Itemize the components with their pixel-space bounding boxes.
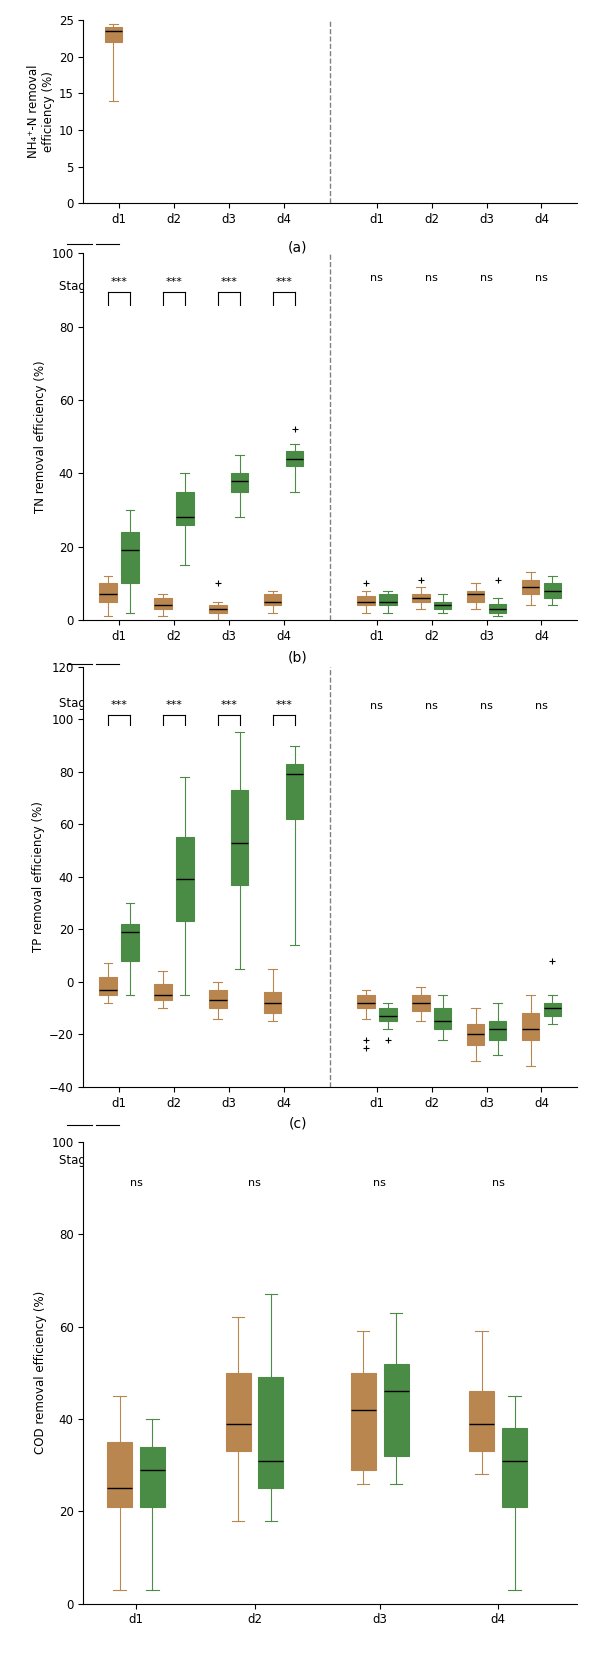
Text: ns: ns — [373, 1179, 386, 1189]
PathPatch shape — [231, 790, 249, 885]
Y-axis label: TN removal efficiency (%): TN removal efficiency (%) — [34, 360, 47, 513]
PathPatch shape — [469, 1392, 494, 1452]
PathPatch shape — [107, 1442, 132, 1507]
PathPatch shape — [154, 598, 171, 608]
Legend: MBBR, MBBR-MA: MBBR, MBBR-MA — [99, 363, 192, 398]
PathPatch shape — [99, 583, 117, 602]
PathPatch shape — [209, 990, 227, 1009]
PathPatch shape — [522, 1014, 539, 1040]
PathPatch shape — [434, 602, 452, 608]
Text: Stage II: Stage II — [85, 1154, 130, 1167]
PathPatch shape — [121, 532, 139, 583]
Text: ns: ns — [425, 273, 438, 283]
PathPatch shape — [121, 924, 139, 960]
PathPatch shape — [489, 1022, 506, 1040]
Legend: MBBR, MBBR-MA: MBBR, MBBR-MA — [99, 872, 192, 907]
Text: ns: ns — [535, 273, 548, 283]
Text: ***: *** — [275, 277, 292, 287]
Text: ns: ns — [491, 1179, 505, 1189]
PathPatch shape — [176, 492, 193, 525]
PathPatch shape — [226, 1372, 250, 1452]
PathPatch shape — [264, 992, 281, 1014]
Text: (b): (b) — [287, 650, 308, 663]
PathPatch shape — [105, 27, 122, 42]
PathPatch shape — [176, 837, 193, 922]
PathPatch shape — [434, 1009, 452, 1029]
Text: ns: ns — [371, 702, 383, 712]
PathPatch shape — [350, 1372, 375, 1470]
Text: Stage I: Stage I — [59, 1154, 100, 1167]
Text: Stage II: Stage II — [85, 697, 130, 710]
PathPatch shape — [544, 583, 561, 598]
Text: ns: ns — [535, 702, 548, 712]
PathPatch shape — [467, 1024, 484, 1045]
PathPatch shape — [412, 595, 430, 602]
Text: Stage II: Stage II — [85, 280, 130, 293]
Y-axis label: NH₄⁺-N removal
efficiency (%): NH₄⁺-N removal efficiency (%) — [27, 65, 55, 158]
PathPatch shape — [544, 1004, 561, 1015]
Text: (c): (c) — [288, 1117, 307, 1130]
Text: Stage I: Stage I — [59, 280, 100, 293]
Text: (a): (a) — [288, 240, 307, 253]
PathPatch shape — [286, 452, 303, 467]
Text: Stage I: Stage I — [59, 697, 100, 710]
PathPatch shape — [379, 1009, 397, 1022]
Y-axis label: COD removal efficiency (%): COD removal efficiency (%) — [34, 1292, 47, 1454]
PathPatch shape — [258, 1377, 283, 1489]
PathPatch shape — [384, 1364, 409, 1455]
PathPatch shape — [489, 603, 506, 613]
PathPatch shape — [264, 595, 281, 605]
Text: ns: ns — [480, 273, 493, 283]
PathPatch shape — [412, 995, 430, 1010]
PathPatch shape — [209, 605, 227, 613]
PathPatch shape — [502, 1429, 527, 1507]
PathPatch shape — [467, 590, 484, 602]
PathPatch shape — [231, 473, 249, 492]
PathPatch shape — [357, 597, 375, 605]
Legend: MBBR, MBBR-MA: MBBR, MBBR-MA — [99, 1340, 192, 1375]
PathPatch shape — [154, 985, 171, 1000]
Text: ***: *** — [275, 700, 292, 710]
Text: ns: ns — [425, 702, 438, 712]
Text: ***: *** — [111, 700, 127, 710]
Text: ns: ns — [371, 273, 383, 283]
PathPatch shape — [140, 1447, 165, 1507]
PathPatch shape — [522, 580, 539, 595]
PathPatch shape — [99, 977, 117, 995]
PathPatch shape — [379, 595, 397, 605]
PathPatch shape — [357, 995, 375, 1009]
Text: ***: *** — [220, 700, 237, 710]
Text: ns: ns — [130, 1179, 142, 1189]
Text: ***: *** — [165, 277, 182, 287]
Y-axis label: TP removal efficiency (%): TP removal efficiency (%) — [32, 802, 45, 952]
Text: ns: ns — [480, 702, 493, 712]
Text: ***: *** — [165, 700, 182, 710]
PathPatch shape — [286, 763, 303, 818]
Text: ns: ns — [248, 1179, 261, 1189]
Text: ***: *** — [111, 277, 127, 287]
Text: ***: *** — [220, 277, 237, 287]
